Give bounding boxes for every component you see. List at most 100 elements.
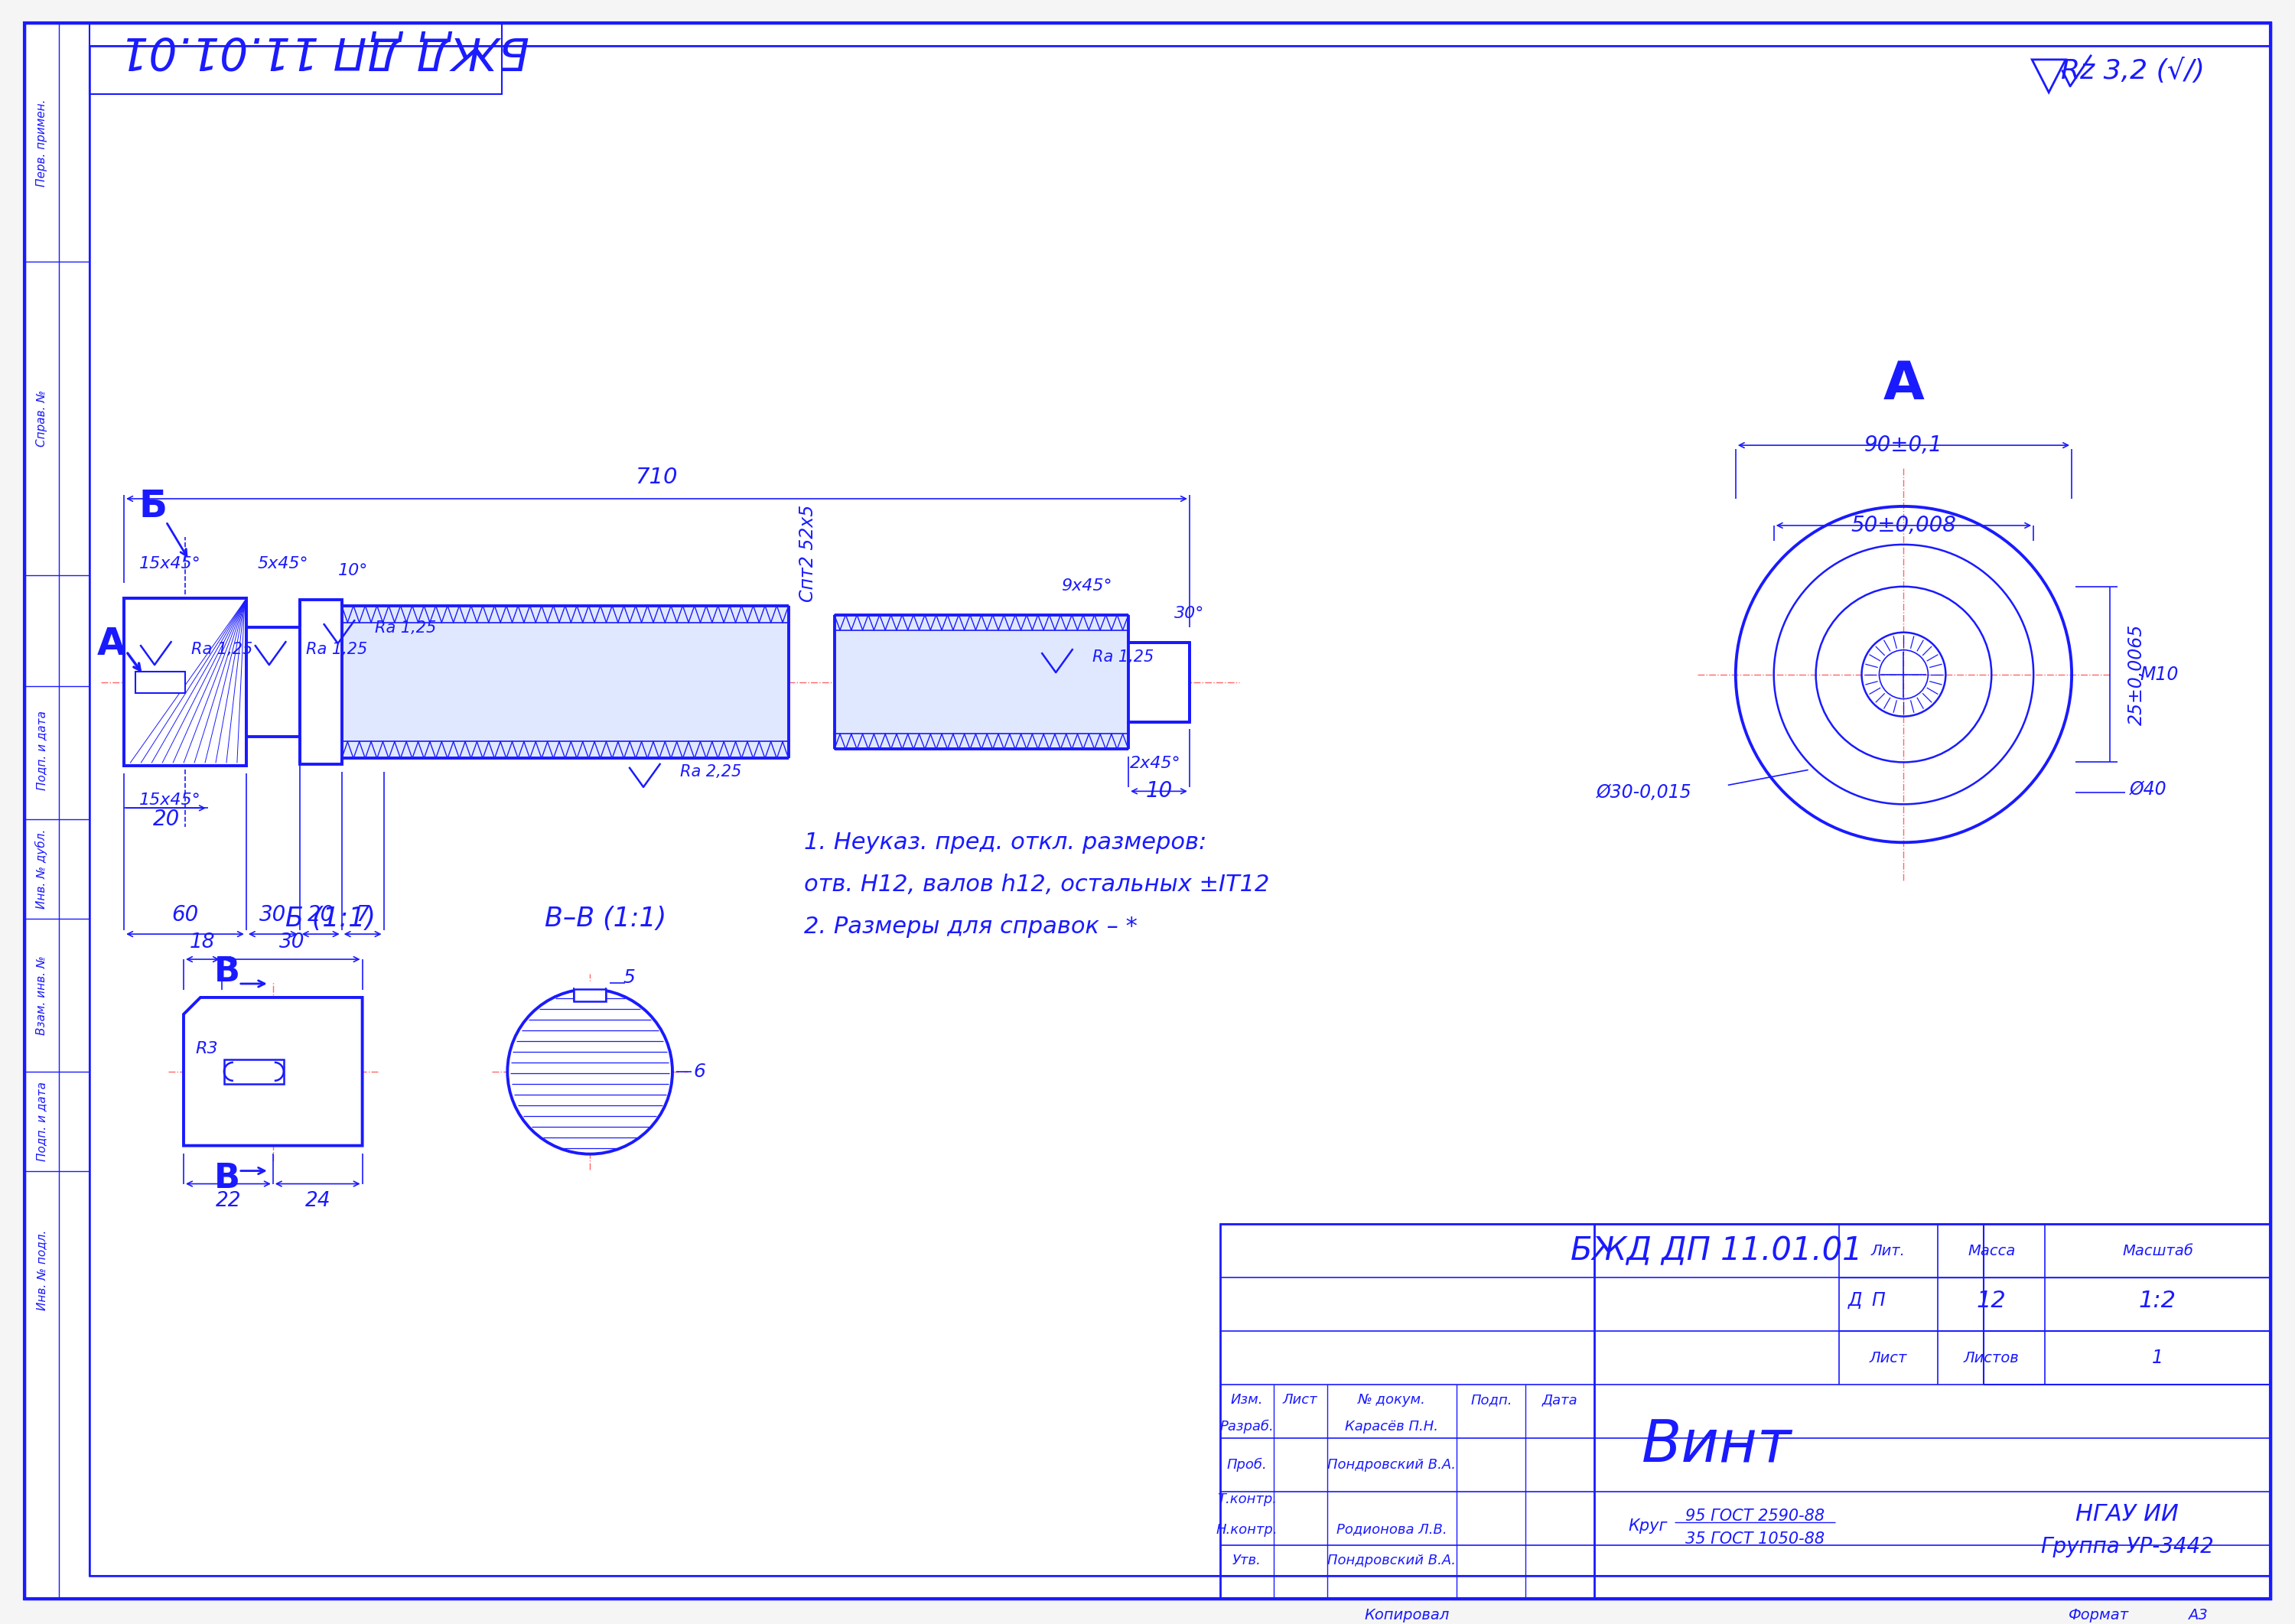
Text: Проб.: Проб. <box>1226 1458 1267 1471</box>
Bar <box>124 598 246 767</box>
Bar <box>835 615 1129 749</box>
Text: Ø40: Ø40 <box>2130 780 2166 797</box>
Text: 30: 30 <box>259 905 287 926</box>
Text: 24: 24 <box>305 1190 330 1210</box>
Text: Масштаб: Масштаб <box>2123 1244 2194 1259</box>
Text: 10: 10 <box>1145 781 1173 802</box>
Text: Круг: Круг <box>1627 1518 1668 1533</box>
Text: А: А <box>96 625 126 663</box>
Bar <box>574 989 606 1002</box>
Text: Ø30-0,015: Ø30-0,015 <box>1597 784 1691 802</box>
Text: 10°: 10° <box>337 564 367 578</box>
Text: БЖД ДП 11.01.01: БЖД ДП 11.01.01 <box>1570 1234 1864 1267</box>
Text: Изм.: Изм. <box>1230 1393 1262 1406</box>
Text: Подп. и дата: Подп. и дата <box>37 1082 48 1161</box>
Text: 30°: 30° <box>1175 606 1205 620</box>
Text: П: П <box>1873 1291 1884 1311</box>
Text: В–В (1:1): В–В (1:1) <box>544 906 666 932</box>
Text: Д: Д <box>1847 1291 1864 1311</box>
Text: В: В <box>213 957 241 989</box>
Text: Rz 3,2 (√/): Rz 3,2 (√/) <box>2061 58 2205 84</box>
Text: 35 ГОСТ 1050-88: 35 ГОСТ 1050-88 <box>1685 1531 1825 1546</box>
Text: 2. Размеры для справок – *: 2. Размеры для справок – * <box>803 916 1138 937</box>
Bar <box>574 981 606 1002</box>
Circle shape <box>507 989 672 1155</box>
Text: M10: M10 <box>2141 666 2178 684</box>
Text: 12: 12 <box>1976 1289 2006 1312</box>
Text: Ra 2,25: Ra 2,25 <box>679 765 741 780</box>
Text: НГАУ ИИ: НГАУ ИИ <box>2075 1504 2178 1525</box>
Text: 20: 20 <box>308 905 335 926</box>
Text: Дата: Дата <box>1542 1393 1577 1406</box>
Text: Взам. инв. №: Взам. инв. № <box>37 955 48 1034</box>
Text: Инв. № дубл.: Инв. № дубл. <box>34 830 48 909</box>
Text: Копировал: Копировал <box>1366 1608 1450 1622</box>
Text: 22: 22 <box>216 1190 241 1210</box>
Text: 710: 710 <box>636 466 677 489</box>
Bar <box>225 1059 285 1083</box>
Text: Ra 1,25: Ra 1,25 <box>190 641 252 658</box>
Text: БЖД ДП 11.01.01: БЖД ДП 11.01.01 <box>119 28 530 71</box>
Text: 15x45°: 15x45° <box>140 555 200 572</box>
Text: Пондровский В.А.: Пондровский В.А. <box>1327 1554 1455 1567</box>
Text: Масса: Масса <box>1967 1244 2015 1259</box>
Text: 9x45°: 9x45° <box>1060 578 1111 593</box>
Text: Утв.: Утв. <box>1232 1554 1262 1567</box>
Bar <box>90 23 503 94</box>
Bar <box>135 671 186 693</box>
Text: Т.контр.: Т.контр. <box>1216 1492 1276 1505</box>
Bar <box>301 599 342 765</box>
Text: Пондровский В.А.: Пондровский В.А. <box>1327 1458 1455 1471</box>
Text: Спт2 52x5: Спт2 52x5 <box>799 505 817 603</box>
Text: В: В <box>213 1163 241 1195</box>
Text: Ra 1,25: Ra 1,25 <box>305 641 367 658</box>
Text: отв. Н12, валов h12, остальных ±IT12: отв. Н12, валов h12, остальных ±IT12 <box>803 874 1269 895</box>
Text: 60: 60 <box>172 905 200 926</box>
Bar <box>246 627 301 737</box>
Text: 1:2: 1:2 <box>2139 1289 2176 1312</box>
Text: Лист: Лист <box>1870 1351 1907 1366</box>
Text: Разраб.: Разраб. <box>1219 1419 1274 1434</box>
Text: А3: А3 <box>2187 1608 2208 1622</box>
Text: Лит.: Лит. <box>1870 1244 1905 1259</box>
Bar <box>184 997 363 1145</box>
Text: Винт: Винт <box>1641 1418 1792 1475</box>
Bar <box>342 606 789 758</box>
Text: 6: 6 <box>693 1062 705 1080</box>
Text: 5x45°: 5x45° <box>257 555 308 572</box>
Text: 95 ГОСТ 2590-88: 95 ГОСТ 2590-88 <box>1685 1509 1825 1523</box>
Text: Подп. и дата: Подп. и дата <box>37 711 48 791</box>
Text: Карасёв П.Н.: Карасёв П.Н. <box>1345 1419 1439 1434</box>
Text: Родионова Л.В.: Родионова Л.В. <box>1336 1523 1448 1536</box>
Text: Группа УР-3442: Группа УР-3442 <box>2040 1536 2212 1557</box>
Bar <box>124 598 246 767</box>
Bar <box>1221 1224 2270 1598</box>
Text: А: А <box>1884 359 1923 409</box>
Text: Ra 1,25: Ra 1,25 <box>374 620 436 637</box>
Text: Б: Б <box>140 487 168 525</box>
Bar <box>1129 643 1189 721</box>
Text: 15x45°: 15x45° <box>140 793 200 809</box>
Text: Лист: Лист <box>1283 1393 1317 1406</box>
Text: Формат: Формат <box>2068 1608 2130 1622</box>
Text: 90±0,1: 90±0,1 <box>1864 435 1944 456</box>
Text: Листов: Листов <box>1965 1351 2020 1366</box>
Text: Инв. № подл.: Инв. № подл. <box>37 1229 48 1311</box>
Text: Подп.: Подп. <box>1471 1393 1512 1406</box>
Text: 20: 20 <box>151 809 179 830</box>
Text: Б (1:1): Б (1:1) <box>285 906 376 932</box>
Text: 1. Неуказ. пред. откл. размеров:: 1. Неуказ. пред. откл. размеров: <box>803 831 1207 854</box>
Text: 18: 18 <box>190 932 216 952</box>
Text: R3: R3 <box>195 1041 218 1056</box>
Text: № докум.: № докум. <box>1359 1393 1425 1406</box>
Text: 30: 30 <box>280 932 305 952</box>
Text: Ra 1,25: Ra 1,25 <box>1092 650 1154 664</box>
Text: 2x45°: 2x45° <box>1129 757 1180 771</box>
Text: 1: 1 <box>2153 1350 2164 1367</box>
Text: 25±0,0065: 25±0,0065 <box>2127 624 2146 724</box>
Text: Н.контр.: Н.контр. <box>1216 1523 1278 1536</box>
Text: Перв. примен.: Перв. примен. <box>37 99 48 187</box>
Text: 5: 5 <box>622 968 636 987</box>
Text: 50±0,008: 50±0,008 <box>1852 515 1955 536</box>
Text: 7: 7 <box>356 905 369 926</box>
